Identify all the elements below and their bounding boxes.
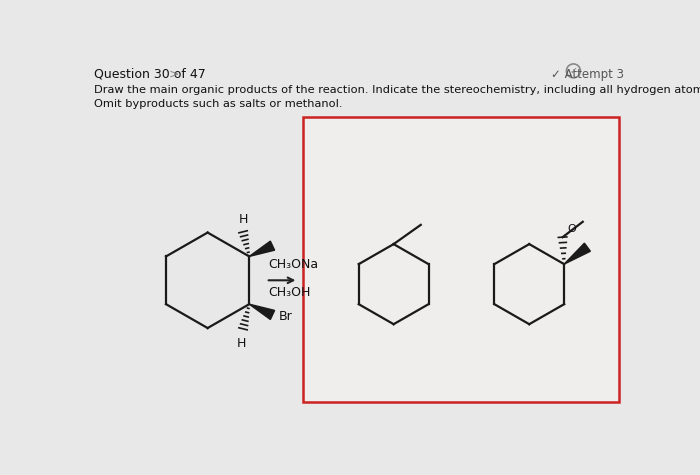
Text: H: H (237, 336, 246, 350)
Text: CH₃ONa: CH₃ONa (268, 258, 318, 271)
Text: Omit byproducts such as salts or methanol.: Omit byproducts such as salts or methano… (94, 99, 342, 109)
Text: Question 30 of 47: Question 30 of 47 (94, 68, 206, 81)
Text: Br: Br (279, 310, 293, 323)
Text: Draw the main organic products of the reaction. Indicate the stereochemistry, in: Draw the main organic products of the re… (94, 85, 700, 95)
Polygon shape (564, 243, 590, 264)
Polygon shape (249, 241, 274, 256)
Text: O: O (567, 224, 576, 234)
FancyBboxPatch shape (303, 117, 619, 402)
Text: H: H (239, 213, 248, 226)
Text: ✓ Attempt 3: ✓ Attempt 3 (551, 68, 624, 81)
Polygon shape (249, 304, 274, 320)
Text: ✓: ✓ (569, 66, 577, 76)
Text: >: > (169, 68, 179, 81)
Text: CH₃OH: CH₃OH (268, 286, 311, 299)
